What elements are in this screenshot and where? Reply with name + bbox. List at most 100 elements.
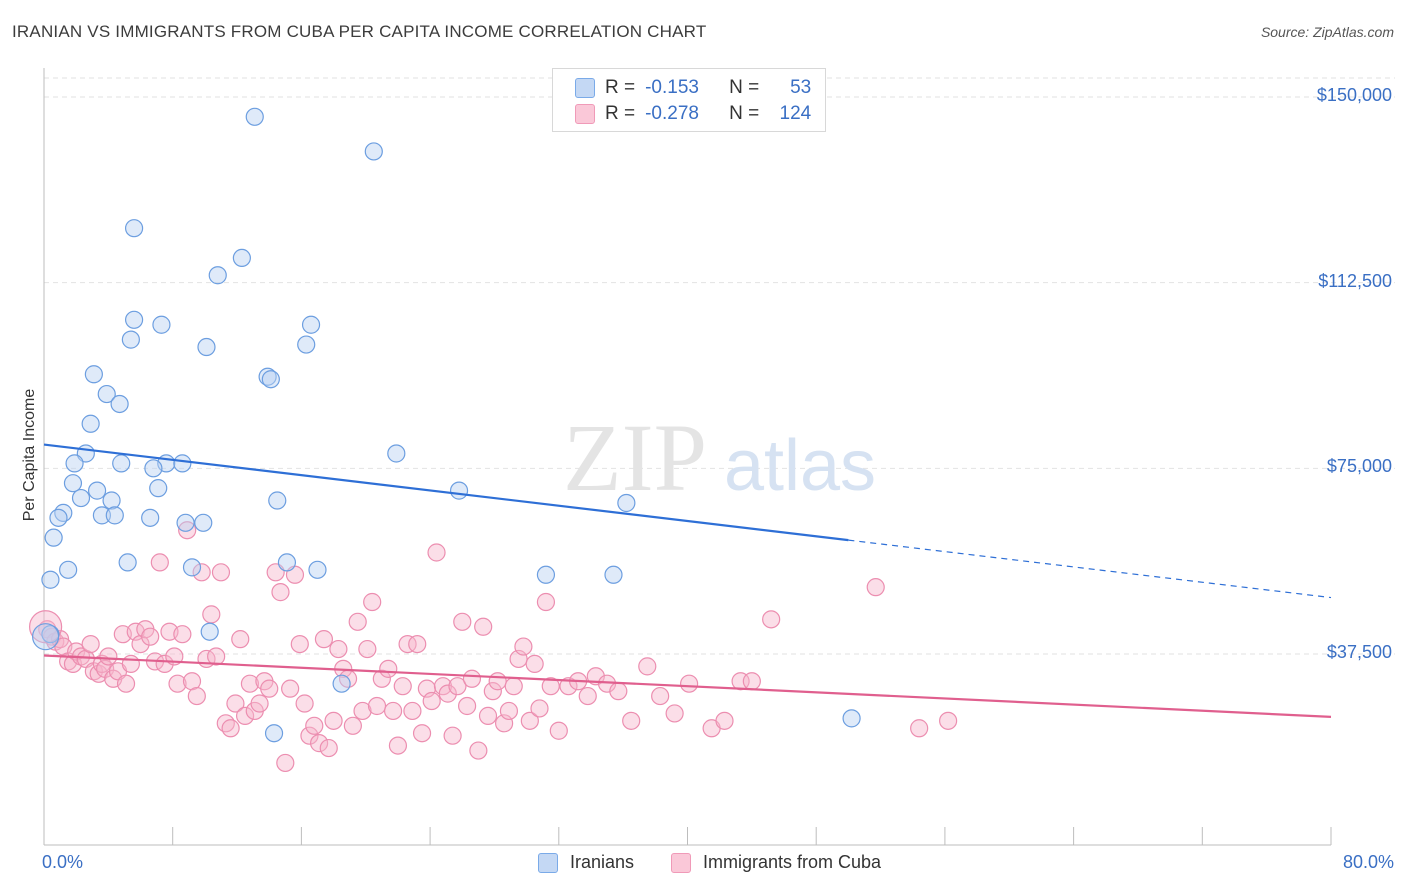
- iranian-point: [149, 479, 168, 498]
- iranian-point: [245, 107, 264, 126]
- chart-title: IRANIAN VS IMMIGRANTS FROM CUBA PER CAPI…: [12, 22, 707, 41]
- cuba-point: [353, 701, 372, 721]
- iranian-point: [197, 337, 216, 357]
- cuba-point: [379, 659, 398, 678]
- bottom-legend-iranians[interactable]: Iranians: [538, 852, 634, 873]
- cuba-point: [141, 627, 160, 646]
- correlation-legend: R = -0.153 N = 53 R = -0.278 N = 124: [552, 68, 826, 132]
- trend-lines: [43, 443, 1332, 718]
- iranian-point: [141, 508, 160, 527]
- cuba-point: [305, 716, 324, 735]
- y-tick-label: $150,000: [1316, 85, 1392, 105]
- x-tick-max: 80.0%: [1342, 852, 1394, 872]
- iranian-point: [110, 394, 129, 414]
- axes: [43, 68, 1332, 846]
- legend-r-label: R =: [605, 103, 636, 124]
- cuba-point: [742, 672, 761, 691]
- iranian-point: [258, 367, 277, 386]
- iranian-point: [44, 528, 63, 547]
- cuba-point: [226, 694, 245, 713]
- iranian-point: [112, 454, 131, 473]
- iranian-point: [264, 724, 284, 743]
- cuba-point: [680, 674, 699, 693]
- cuba-point: [393, 677, 412, 696]
- cuba-point: [549, 721, 568, 740]
- iranian-point: [81, 414, 100, 433]
- cuba-point: [578, 686, 597, 706]
- cuba-point: [638, 657, 657, 676]
- cuba-point: [520, 711, 539, 730]
- cuba-point: [343, 716, 362, 735]
- cuba-point: [448, 677, 467, 696]
- cuba-point: [443, 726, 462, 745]
- iranian-point: [54, 503, 73, 522]
- cuba-point: [939, 711, 958, 730]
- cuba-point: [81, 634, 100, 654]
- legend-r-value: -0.153: [645, 77, 699, 98]
- cuba-point: [427, 543, 446, 562]
- cuba-point: [408, 634, 427, 654]
- iranian-point: [301, 315, 321, 334]
- watermark-atlas: atlas: [724, 426, 876, 506]
- iranian-point: [87, 481, 107, 500]
- cuba-point: [488, 672, 507, 691]
- iranian-point: [332, 674, 351, 693]
- legend-swatch-cuba: [575, 104, 595, 124]
- bottom-legend-cuba[interactable]: Immigrants from Cuba: [671, 852, 881, 873]
- gridlines: [44, 77, 1395, 655]
- cuba-point: [231, 630, 250, 649]
- iranian-point: [92, 506, 112, 525]
- iranian-point: [277, 553, 297, 572]
- iranians-trend-extension: [848, 539, 1332, 599]
- cuba-point: [715, 711, 734, 730]
- cuba-point: [665, 704, 684, 723]
- cuba-point: [609, 682, 628, 701]
- iranians-trend-line: [43, 443, 849, 542]
- cuba-point: [438, 684, 457, 703]
- legend-n-label: N =: [729, 103, 760, 124]
- bottom-legend: Iranians Immigrants from Cuba: [0, 851, 1406, 877]
- y-tick-label: $37,500: [1326, 642, 1392, 662]
- iranian-point: [536, 565, 556, 584]
- cuba-point: [651, 686, 670, 706]
- iranian-point: [59, 560, 78, 579]
- cuba-point: [474, 617, 493, 636]
- cuba-point: [383, 701, 403, 721]
- iranian-point: [297, 335, 316, 354]
- cuba-point: [116, 674, 136, 693]
- y-tick-label: $75,000: [1326, 456, 1392, 477]
- cuba-point: [525, 654, 544, 674]
- cuba-point: [173, 625, 192, 644]
- cuba-point: [211, 563, 231, 582]
- iranian-point: [49, 508, 68, 527]
- iranian-point: [144, 459, 163, 478]
- cuba-point: [422, 691, 441, 711]
- cuba-point: [216, 714, 235, 733]
- iranian-point: [364, 142, 383, 161]
- cuba-point: [168, 674, 187, 693]
- cuba-point: [121, 654, 140, 674]
- cuba-point: [187, 686, 206, 706]
- cuba-point: [150, 553, 169, 572]
- cuba-trend-line: [43, 654, 1332, 718]
- cuba-point: [530, 699, 549, 718]
- cuba-point: [462, 669, 482, 688]
- iranian-point: [604, 565, 623, 584]
- legend-swatch-cuba: [671, 852, 691, 873]
- cuba-point: [358, 639, 377, 659]
- cuba-point: [412, 724, 432, 743]
- cuba-point: [324, 711, 343, 730]
- iranian-point: [121, 330, 140, 349]
- cuba-point: [372, 669, 391, 688]
- series-cuba-points: [29, 521, 958, 773]
- cuba-point: [388, 736, 408, 755]
- chart-source: Source: ZipAtlas.com: [1260, 24, 1394, 40]
- legend-n-value: 124: [779, 103, 812, 124]
- cuba-point: [348, 612, 367, 631]
- cuba-point: [290, 634, 309, 654]
- iranian-point: [105, 506, 124, 525]
- cuba-point: [478, 706, 498, 725]
- iranian-point: [261, 370, 280, 389]
- iranian-point: [65, 454, 84, 473]
